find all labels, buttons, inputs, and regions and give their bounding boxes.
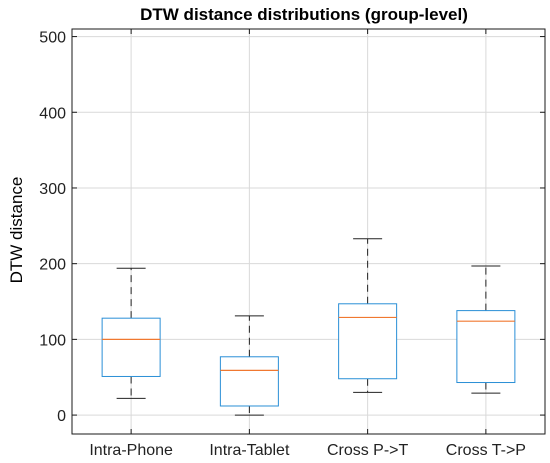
y-tick-label: 400 xyxy=(39,105,66,122)
chart-title: DTW distance distributions (group-level) xyxy=(140,5,468,24)
box-4 xyxy=(456,265,516,394)
y-tick-label: 300 xyxy=(39,181,66,198)
y-tick-label: 0 xyxy=(57,408,66,425)
box-3 xyxy=(338,238,398,393)
y-tick-label: 100 xyxy=(39,332,66,349)
box-1 xyxy=(101,267,161,399)
y-tick-label: 500 xyxy=(39,30,66,47)
iqr-box xyxy=(101,317,161,377)
x-tick-label: Intra-Phone xyxy=(89,442,173,459)
axes: 0 100 200 300 400 500 Intra-Phone Intra-Tablet C… xyxy=(39,28,546,459)
x-tick-label: Cross T->P xyxy=(446,442,526,459)
plot-frame xyxy=(71,28,546,435)
y-tick-label: 200 xyxy=(39,257,66,274)
x-tick-label: Cross P->T xyxy=(327,442,409,459)
iqr-box xyxy=(338,303,398,380)
box-2 xyxy=(219,315,279,416)
y-axis-label: DTW distance xyxy=(7,177,26,284)
iqr-box xyxy=(456,310,516,384)
iqr-box xyxy=(219,356,279,407)
x-tick-label: Intra-Tablet xyxy=(209,442,290,459)
box-series xyxy=(101,238,516,416)
